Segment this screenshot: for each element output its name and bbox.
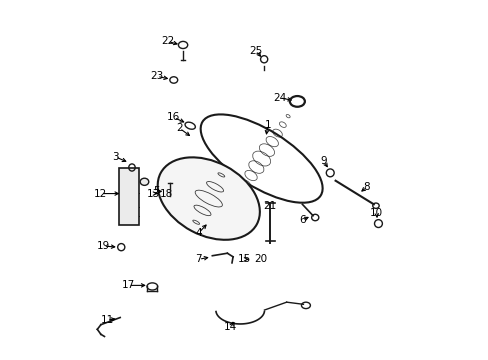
Text: 7: 7 (195, 254, 202, 264)
FancyBboxPatch shape (119, 168, 139, 225)
Text: 11: 11 (100, 315, 113, 325)
Text: 20: 20 (253, 254, 266, 264)
Text: 12: 12 (94, 189, 107, 199)
Ellipse shape (140, 178, 148, 185)
Text: 1: 1 (264, 120, 270, 130)
Text: 14: 14 (224, 322, 237, 332)
Text: 2: 2 (176, 123, 183, 133)
Text: 22: 22 (161, 36, 174, 46)
Text: 3: 3 (112, 152, 118, 162)
Text: 10: 10 (369, 208, 383, 218)
Ellipse shape (157, 157, 259, 240)
Text: 4: 4 (195, 228, 202, 238)
Text: 23: 23 (150, 71, 163, 81)
Text: 13: 13 (146, 189, 160, 199)
Text: 17: 17 (122, 280, 135, 291)
Text: 8: 8 (363, 182, 369, 192)
Text: 6: 6 (299, 215, 305, 225)
Text: 9: 9 (320, 157, 326, 166)
Text: 21: 21 (263, 201, 276, 211)
Text: 5: 5 (153, 186, 160, 197)
Text: 19: 19 (97, 241, 110, 251)
Text: 16: 16 (167, 112, 180, 122)
Text: 24: 24 (272, 93, 285, 103)
Text: 25: 25 (249, 46, 262, 56)
Text: 15: 15 (237, 254, 251, 264)
Text: 18: 18 (160, 189, 173, 199)
